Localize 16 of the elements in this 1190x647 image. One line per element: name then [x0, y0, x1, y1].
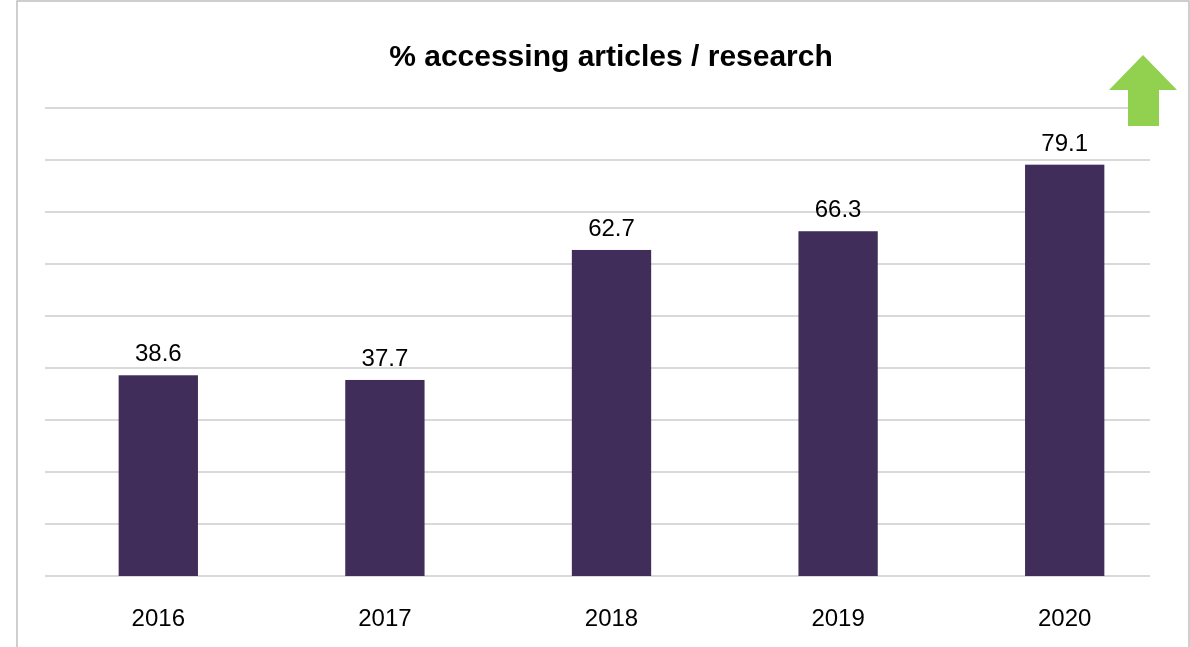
- bar: [345, 379, 425, 576]
- bar: [798, 231, 878, 576]
- x-tick-label: 2019: [811, 604, 865, 631]
- bar: [118, 375, 198, 576]
- x-tick-label: 2020: [1038, 604, 1092, 631]
- data-label: 79.1: [1041, 128, 1089, 156]
- x-tick-label: 2016: [131, 604, 185, 631]
- data-label: 66.3: [814, 195, 862, 223]
- data-label: 62.7: [588, 213, 635, 241]
- bar: [571, 249, 652, 576]
- bar: [1025, 164, 1105, 576]
- x-tick-label: 2017: [358, 604, 412, 631]
- data-label: 38.6: [134, 339, 182, 367]
- data-label: 37.7: [361, 343, 409, 371]
- x-tick-label: 2018: [584, 604, 639, 631]
- chart-title: % accessing articles / research: [389, 39, 833, 72]
